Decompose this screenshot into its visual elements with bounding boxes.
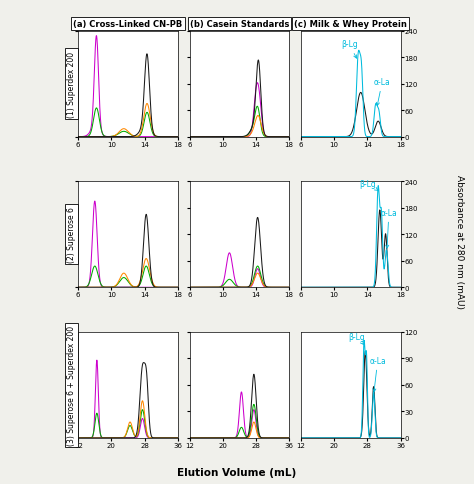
Title: (c) Milk & Whey Protein: (c) Milk & Whey Protein	[294, 20, 407, 30]
Text: (1) Superdex 200: (1) Superdex 200	[67, 51, 76, 118]
Text: β-Lg: β-Lg	[359, 180, 378, 191]
Text: α-La: α-La	[369, 356, 386, 392]
Title: (b) Casein Standards: (b) Casein Standards	[190, 20, 289, 30]
Text: α-La: α-La	[381, 208, 397, 249]
Text: β-Lg: β-Lg	[341, 40, 357, 59]
Text: (3) Superose 6 + Superdex 200: (3) Superose 6 + Superdex 200	[67, 325, 76, 445]
Text: β-Lg: β-Lg	[349, 332, 365, 345]
Text: α-La: α-La	[374, 78, 391, 106]
Text: (2) Superose 6: (2) Superose 6	[67, 207, 76, 263]
Title: (a) Cross-Linked CN-PB: (a) Cross-Linked CN-PB	[73, 20, 182, 30]
Text: Elution Volume (mL): Elution Volume (mL)	[177, 467, 297, 477]
Text: Absorbance at 280 nm (mAU): Absorbance at 280 nm (mAU)	[456, 175, 464, 309]
